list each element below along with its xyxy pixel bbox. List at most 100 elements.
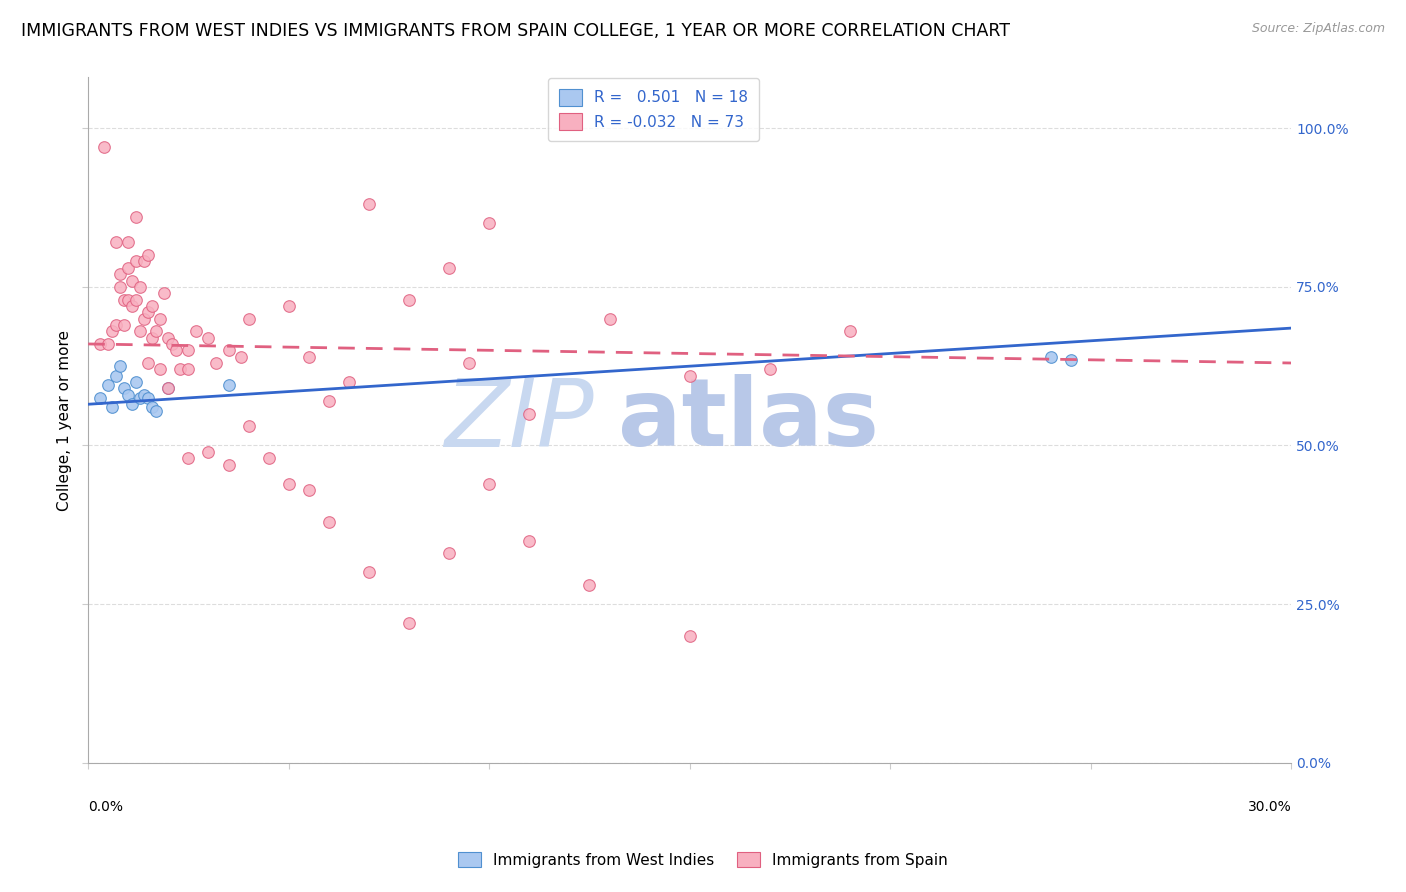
Point <box>112 293 135 307</box>
Point <box>129 280 152 294</box>
Point <box>1039 350 1062 364</box>
Point <box>437 260 460 275</box>
Point <box>478 476 501 491</box>
Text: 30.0%: 30.0% <box>1247 800 1291 814</box>
Point <box>121 299 143 313</box>
Point <box>110 359 132 374</box>
Point <box>136 305 159 319</box>
Point <box>145 403 167 417</box>
Point <box>101 324 124 338</box>
Point <box>105 368 128 383</box>
Point <box>149 362 172 376</box>
Point <box>141 401 163 415</box>
Point <box>437 546 460 560</box>
Point <box>839 324 862 338</box>
Point <box>93 140 115 154</box>
Point <box>218 343 240 358</box>
Point <box>121 273 143 287</box>
Y-axis label: College, 1 year or more: College, 1 year or more <box>58 330 72 510</box>
Point <box>89 391 111 405</box>
Point <box>134 254 156 268</box>
Point <box>117 235 139 250</box>
Point <box>117 388 139 402</box>
Point <box>517 533 540 548</box>
Point <box>177 343 200 358</box>
Point <box>136 356 159 370</box>
Point <box>169 362 191 376</box>
Point <box>149 311 172 326</box>
Point <box>218 458 240 472</box>
Text: ZIP: ZIP <box>444 375 593 466</box>
Point <box>238 311 260 326</box>
Point <box>129 391 152 405</box>
Point <box>238 419 260 434</box>
Point <box>125 293 148 307</box>
Point <box>157 381 180 395</box>
Point <box>136 248 159 262</box>
Point <box>121 397 143 411</box>
Point <box>357 566 380 580</box>
Point <box>101 401 124 415</box>
Point <box>578 578 600 592</box>
Text: atlas: atlas <box>617 374 879 467</box>
Text: Source: ZipAtlas.com: Source: ZipAtlas.com <box>1251 22 1385 36</box>
Point <box>197 445 219 459</box>
Point <box>1060 352 1083 367</box>
Text: 0.0%: 0.0% <box>89 800 124 814</box>
Point <box>125 254 148 268</box>
Point <box>117 260 139 275</box>
Point <box>141 330 163 344</box>
Point <box>177 362 200 376</box>
Point <box>136 391 159 405</box>
Point <box>458 356 481 370</box>
Point <box>153 286 176 301</box>
Point <box>145 324 167 338</box>
Point <box>337 375 360 389</box>
Point <box>97 378 120 392</box>
Point <box>398 616 420 631</box>
Point <box>599 311 621 326</box>
Point <box>157 330 180 344</box>
Legend: Immigrants from West Indies, Immigrants from Spain: Immigrants from West Indies, Immigrants … <box>451 846 955 873</box>
Point <box>186 324 208 338</box>
Point <box>165 343 187 358</box>
Point <box>177 451 200 466</box>
Point <box>277 299 299 313</box>
Text: IMMIGRANTS FROM WEST INDIES VS IMMIGRANTS FROM SPAIN COLLEGE, 1 YEAR OR MORE COR: IMMIGRANTS FROM WEST INDIES VS IMMIGRANT… <box>21 22 1010 40</box>
Point <box>105 235 128 250</box>
Point <box>318 515 340 529</box>
Point <box>105 318 128 332</box>
Point <box>318 394 340 409</box>
Point <box>277 476 299 491</box>
Point <box>298 483 321 497</box>
Point <box>157 381 180 395</box>
Point <box>398 293 420 307</box>
Point <box>112 318 135 332</box>
Point <box>257 451 280 466</box>
Point <box>125 375 148 389</box>
Point <box>134 388 156 402</box>
Point <box>478 216 501 230</box>
Point <box>134 311 156 326</box>
Point <box>229 350 252 364</box>
Point <box>110 280 132 294</box>
Point <box>679 629 702 643</box>
Point <box>129 324 152 338</box>
Point <box>112 381 135 395</box>
Point <box>679 368 702 383</box>
Point <box>517 407 540 421</box>
Point <box>162 337 184 351</box>
Point <box>89 337 111 351</box>
Point <box>125 210 148 224</box>
Point <box>298 350 321 364</box>
Point <box>218 378 240 392</box>
Point <box>759 362 782 376</box>
Point <box>117 293 139 307</box>
Point <box>197 330 219 344</box>
Legend: R =   0.501   N = 18, R = -0.032   N = 73: R = 0.501 N = 18, R = -0.032 N = 73 <box>548 78 759 141</box>
Point <box>110 267 132 281</box>
Point <box>205 356 228 370</box>
Point <box>141 299 163 313</box>
Point <box>357 197 380 211</box>
Point <box>97 337 120 351</box>
